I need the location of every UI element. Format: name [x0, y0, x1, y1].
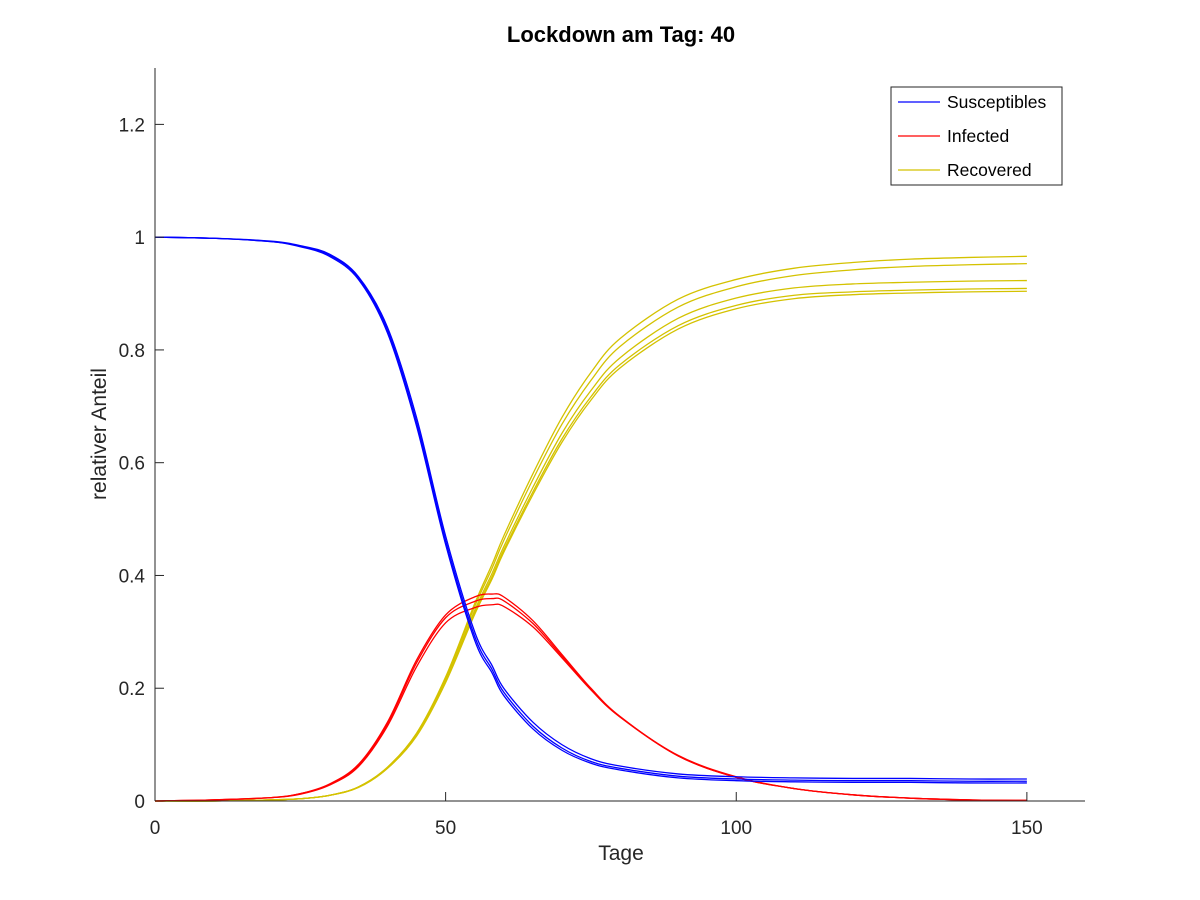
series-lines: [154, 236, 1027, 802]
y-axis-ticks: 0 0.2 0.4 0.6 0.8 1 1.2: [119, 115, 164, 813]
x-tick-label: 50: [435, 818, 456, 839]
series-line-susceptibles-11: [154, 236, 1027, 784]
legend-label-recovered: Recovered: [947, 160, 1032, 180]
legend-label-susceptibles: Susceptibles: [947, 92, 1046, 112]
y-tick-label: 0: [134, 792, 145, 813]
x-tick-label: 0: [150, 818, 161, 839]
y-tick-label: 1.2: [119, 115, 145, 136]
series-line-infected-8: [154, 603, 1027, 802]
legend-label-infected: Infected: [947, 126, 1009, 146]
series-line-recovered-5: [154, 290, 1027, 802]
y-tick-label: 0.2: [119, 679, 145, 700]
x-axis-title: Tage: [598, 842, 644, 865]
y-tick-label: 0.6: [119, 454, 145, 475]
x-axis-ticks: 0 50 100 150: [150, 792, 1043, 839]
chart-title: Lockdown am Tag: 40: [507, 22, 735, 47]
legend: Susceptibles Infected Recovered: [890, 86, 1063, 186]
x-tick-label: 150: [1011, 818, 1043, 839]
y-axis-title: relativer Anteil: [88, 368, 111, 500]
series-line-susceptibles-10: [154, 236, 1027, 782]
y-tick-label: 1: [134, 228, 145, 249]
y-tick-label: 0.8: [119, 341, 145, 362]
x-tick-label: 100: [720, 818, 752, 839]
series-line-susceptibles-9: [154, 236, 1027, 780]
y-tick-label: 0.4: [119, 566, 146, 587]
